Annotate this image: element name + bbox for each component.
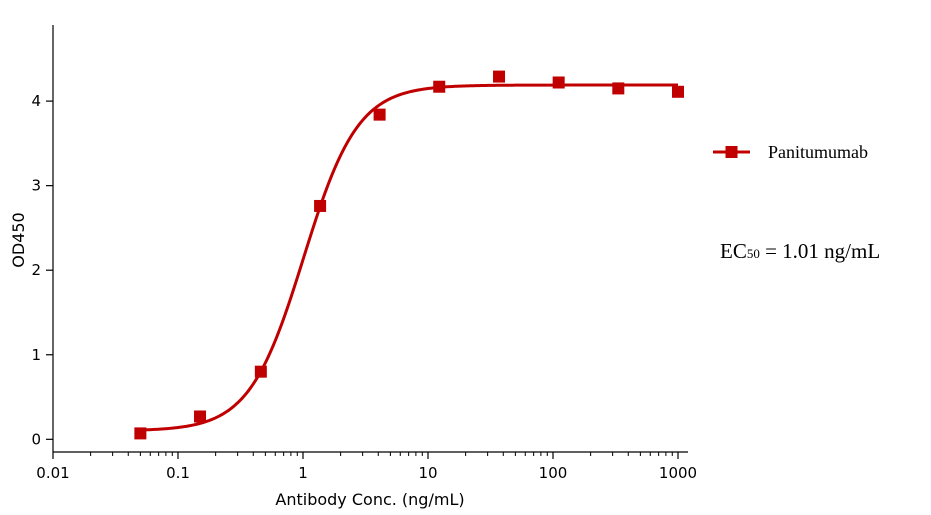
legend-label: Panitumumab — [768, 142, 868, 162]
y-tick-label: 4 — [31, 92, 41, 110]
x-axis-title: Antibody Conc. (ng/mL) — [275, 490, 464, 509]
data-point — [672, 85, 684, 98]
ec50-annotation: EC50 = 1.01 ng/mL — [720, 239, 880, 263]
data-point — [493, 70, 506, 83]
data-point — [433, 80, 446, 93]
data-point — [314, 199, 327, 212]
plot-area — [134, 70, 684, 440]
x-tick-label: 0.1 — [166, 464, 190, 482]
y-axis-ticks: 0 1 2 3 4 — [31, 92, 53, 448]
x-axis-ticks: 0.01 0.1 1 10 100 1000 — [36, 452, 697, 482]
x-tick-label: 1 — [298, 464, 308, 482]
x-tick-label: 0.01 — [36, 464, 69, 482]
ec50-subscript: 50 — [747, 246, 760, 261]
x-tick-label: 10 — [418, 464, 437, 482]
legend: Panitumumab — [713, 142, 868, 162]
y-tick-label: 3 — [31, 177, 41, 195]
y-tick-label: 0 — [31, 430, 41, 448]
data-point — [194, 410, 207, 423]
data-point — [612, 82, 625, 95]
x-tick-label: 100 — [539, 464, 568, 482]
data-point — [254, 365, 267, 378]
fit-curve — [140, 83, 678, 432]
data-point — [134, 427, 147, 440]
y-tick-label: 1 — [31, 346, 41, 364]
data-point — [373, 108, 386, 121]
legend-square-marker — [725, 146, 738, 158]
x-tick-label: 1000 — [659, 464, 697, 482]
ec50-suffix: = 1.01 ng/mL — [760, 239, 880, 263]
ec50-prefix: EC — [720, 239, 747, 263]
y-axis-title: OD450 — [9, 212, 28, 267]
y-tick-label: 2 — [31, 261, 41, 279]
data-point — [552, 76, 565, 89]
